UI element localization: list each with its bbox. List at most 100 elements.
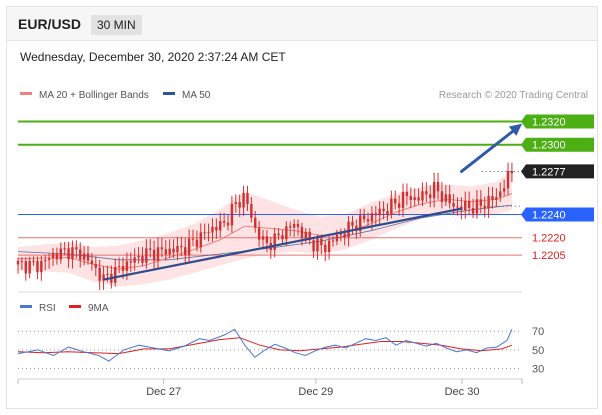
candle-body <box>506 171 510 189</box>
level-label-resistance: 1.2320 <box>532 116 566 128</box>
candle-body <box>487 196 490 209</box>
candle-body <box>254 217 257 228</box>
candle-body <box>250 204 253 218</box>
x-tick-label: Dec 27 <box>146 386 181 398</box>
candle-body <box>277 233 280 236</box>
candle-body <box>75 247 78 250</box>
candle-body <box>308 231 311 241</box>
chart-header: EUR/USD 30 MIN <box>7 7 597 41</box>
candle-body <box>499 191 502 198</box>
candle-body <box>471 207 475 214</box>
level-label-bg <box>521 137 594 152</box>
rsi-tick-label: 30 <box>532 364 544 376</box>
timeframe-badge[interactable]: 30 MIN <box>91 15 142 35</box>
candle-body <box>117 266 121 268</box>
candle-body <box>351 221 354 226</box>
candle-body <box>149 248 152 250</box>
level-label-pivot: 1.2240 <box>532 209 566 221</box>
candle-body <box>467 200 471 208</box>
candle-body <box>125 261 129 271</box>
candle-body <box>211 226 214 233</box>
candle-body <box>510 171 514 174</box>
candle-body <box>141 256 144 263</box>
candle-body <box>257 227 261 240</box>
candle-body <box>172 248 175 253</box>
candle-body <box>483 205 486 209</box>
candle-body <box>24 261 27 274</box>
candle-body <box>238 202 241 208</box>
candle-body <box>464 200 467 211</box>
ma20-legend-label: MA 20 + Bollinger Bands <box>39 90 149 101</box>
candle-body <box>300 226 304 239</box>
x-tick-label: Dec 29 <box>298 386 333 398</box>
candle-body <box>397 203 401 208</box>
candle-body <box>409 196 413 201</box>
candle-body <box>44 259 47 261</box>
candle-body <box>335 234 339 242</box>
candle-body <box>475 199 479 214</box>
candle-body <box>207 232 210 234</box>
candle-body <box>160 247 164 250</box>
ma9-legend-swatch <box>69 305 81 308</box>
candle-body <box>265 236 269 243</box>
level-label-current: 1.2277 <box>532 166 566 178</box>
level-label-bg <box>521 164 594 179</box>
chart-datetime: Wednesday, December 30, 2020 2:37:24 AM … <box>20 50 286 64</box>
rsi-tick-label: 50 <box>532 345 544 357</box>
candle-body <box>448 194 451 204</box>
price-panel <box>16 120 522 290</box>
candle-body <box>285 226 288 240</box>
candle-body <box>312 240 315 252</box>
candle-body <box>491 196 494 200</box>
candle-body <box>98 267 101 281</box>
candle-body <box>281 235 284 240</box>
candle-body <box>440 191 444 202</box>
candle-body <box>156 247 160 261</box>
rsi-panel: 70 50 30 <box>17 326 544 376</box>
candle-body <box>343 233 346 238</box>
candle-body <box>362 215 366 220</box>
candle-body <box>226 222 230 226</box>
candle-body <box>374 213 378 216</box>
candle-body <box>390 198 393 215</box>
candle-body <box>479 199 483 206</box>
candle-body <box>394 198 397 204</box>
ma9-line <box>17 337 513 355</box>
candle-body <box>176 246 179 253</box>
candle-body <box>242 193 245 208</box>
candle-body <box>168 248 171 255</box>
candle-body <box>71 247 74 260</box>
candle-body <box>413 197 416 201</box>
candle-body <box>327 240 331 252</box>
candle-body <box>234 202 237 204</box>
candle-body <box>137 256 140 258</box>
candle-body <box>121 266 125 271</box>
candle-body <box>106 273 109 275</box>
candle-body <box>432 181 436 199</box>
candle-body <box>417 197 420 201</box>
candle-body <box>215 226 218 231</box>
candle-body <box>366 219 370 222</box>
support-trendline <box>103 207 462 281</box>
candle-body <box>195 239 199 248</box>
level-label-bg <box>521 207 594 222</box>
candle-body <box>405 191 409 197</box>
candle-body <box>316 238 319 252</box>
candle-body <box>55 253 59 260</box>
level-label-bg <box>521 114 594 129</box>
candle-body <box>152 249 156 261</box>
candle-body <box>16 260 20 265</box>
candle-body <box>324 244 327 252</box>
candle-body <box>401 191 405 208</box>
candle-body <box>20 260 24 262</box>
candle-body <box>230 203 234 226</box>
candle-body <box>429 194 432 199</box>
candle-body <box>145 248 148 263</box>
forecast-arrow-shaft <box>460 127 518 173</box>
candle-body <box>180 246 183 248</box>
candle-body <box>36 261 39 273</box>
candle-body <box>502 188 506 192</box>
candle-body <box>79 249 82 260</box>
candle-body <box>47 258 51 260</box>
